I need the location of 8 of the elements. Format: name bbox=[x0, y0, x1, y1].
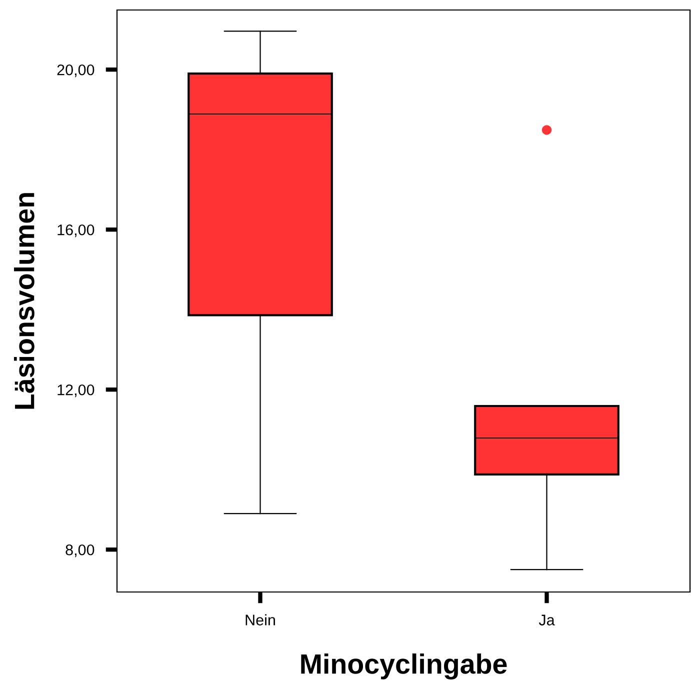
x-tick-label: Ja bbox=[538, 614, 555, 626]
y-tick-label: 16,00 bbox=[58, 224, 94, 238]
x-tick-label: Nein bbox=[246, 614, 275, 626]
y-axis-title: Läsionsvolumen bbox=[14, 193, 34, 409]
y-tick-label: 20,00 bbox=[57, 64, 94, 78]
y-tick-label: 8,00 bbox=[66, 544, 94, 558]
y-tick-label: 12,00 bbox=[58, 384, 94, 398]
x-axis-title: Minocyclingabe bbox=[301, 653, 507, 680]
